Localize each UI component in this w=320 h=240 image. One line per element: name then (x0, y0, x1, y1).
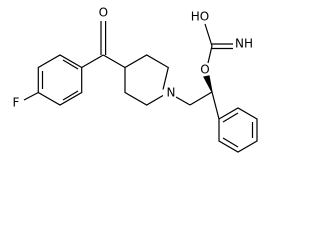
piperidine-ring (124, 54, 169, 106)
wedge-bond (203, 75, 213, 93)
bond (175, 96, 191, 106)
aromatic-bond (62, 59, 79, 70)
bond (103, 54, 126, 69)
aromatic-bond (222, 137, 239, 148)
aromatic-bond (62, 90, 79, 101)
phenyl-ring (218, 107, 258, 153)
atom-label: N (167, 86, 176, 100)
bond (189, 91, 213, 106)
bonds (23, 21, 258, 153)
bond (207, 45, 213, 64)
molecule-diagram: O F N O HO NH (0, 0, 292, 170)
atom-label: O (200, 63, 209, 77)
aromatic-bond (222, 112, 239, 123)
c-f-bond (23, 91, 39, 101)
atom-label: HO (191, 10, 209, 24)
atom-label: F (13, 96, 20, 110)
bond (211, 91, 220, 120)
atom-label: O (99, 6, 108, 20)
bond (204, 23, 213, 47)
bond (81, 54, 104, 69)
atom-label: NH (235, 37, 253, 51)
background (0, 0, 292, 170)
